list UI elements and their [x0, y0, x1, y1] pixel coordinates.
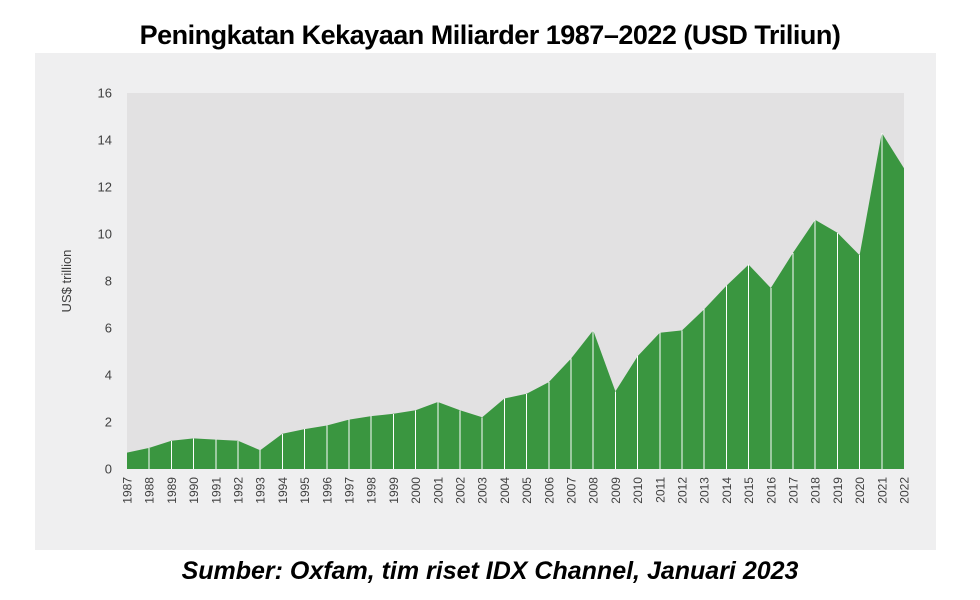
x-tick-label-1998: 1998 [365, 477, 379, 504]
y-tick-label: 2 [105, 415, 112, 430]
x-tick-label-1988: 1988 [143, 477, 157, 504]
x-tick-label-2011: 2011 [653, 477, 667, 503]
x-tick-label-1993: 1993 [254, 477, 268, 504]
x-tick-label-2021: 2021 [875, 477, 889, 504]
x-tick-label-2002: 2002 [454, 477, 468, 504]
x-tick-label-2017: 2017 [787, 477, 801, 504]
x-tick-label-2016: 2016 [764, 477, 778, 504]
y-tick-label: 14 [98, 133, 112, 148]
x-tick-label-2007: 2007 [565, 477, 579, 504]
x-tick-label-2022: 2022 [898, 477, 912, 504]
chart-title: Peningkatan Kekayaan Miliarder 1987–2022… [139, 20, 841, 50]
x-tick-label-1989: 1989 [165, 477, 179, 504]
x-tick-label-2001: 2001 [431, 477, 445, 504]
x-tick-label-1987: 1987 [121, 477, 135, 504]
y-tick-label: 12 [98, 180, 112, 195]
y-tick-label: 10 [98, 227, 112, 242]
x-tick-label-2015: 2015 [742, 477, 756, 504]
x-tick-label-1995: 1995 [298, 477, 312, 504]
x-tick-label-2014: 2014 [720, 477, 734, 504]
y-axis-label: US$ trillion [59, 250, 74, 313]
y-tick-label: 0 [105, 462, 112, 477]
x-tick-label-2013: 2013 [698, 477, 712, 504]
x-tick-label-2003: 2003 [476, 477, 490, 504]
x-tick-label-1997: 1997 [343, 477, 357, 504]
x-tick-label-1990: 1990 [187, 477, 201, 504]
x-tick-label-2009: 2009 [609, 477, 623, 504]
x-tick-label-2019: 2019 [831, 477, 845, 504]
x-tick-label-2008: 2008 [587, 477, 601, 504]
x-tick-label-2000: 2000 [409, 477, 423, 504]
x-tick-label-1992: 1992 [232, 477, 246, 504]
x-tick-label-1996: 1996 [320, 477, 334, 504]
x-tick-label-2012: 2012 [676, 477, 690, 504]
y-tick-label: 6 [105, 321, 112, 336]
x-tick-label-1994: 1994 [276, 477, 290, 504]
x-tick-label-2010: 2010 [631, 477, 645, 504]
y-tick-label: 8 [105, 274, 112, 289]
y-tick-label: 4 [105, 368, 112, 383]
x-tick-label-1991: 1991 [209, 477, 223, 504]
x-tick-label-2018: 2018 [809, 477, 823, 504]
y-tick-label: 16 [98, 86, 112, 101]
x-tick-label-2004: 2004 [498, 477, 512, 504]
x-tick-label-2020: 2020 [853, 477, 867, 504]
x-tick-label-2005: 2005 [520, 477, 534, 504]
wealth-area-chart: 0 2 4 6 8 10 12 14 16 US$ trillion 1987 1988 1989 199… [59, 86, 912, 504]
source-caption: Sumber: Oxfam, tim riset IDX Channel, Ja… [181, 557, 799, 585]
x-tick-label-1999: 1999 [387, 477, 401, 504]
chart-panel: 0 2 4 6 8 10 12 14 16 US$ trillion 1987 1988 1989 199… [35, 53, 936, 550]
wealth-area-series [127, 132, 904, 469]
x-tick-label-2006: 2006 [542, 477, 556, 504]
